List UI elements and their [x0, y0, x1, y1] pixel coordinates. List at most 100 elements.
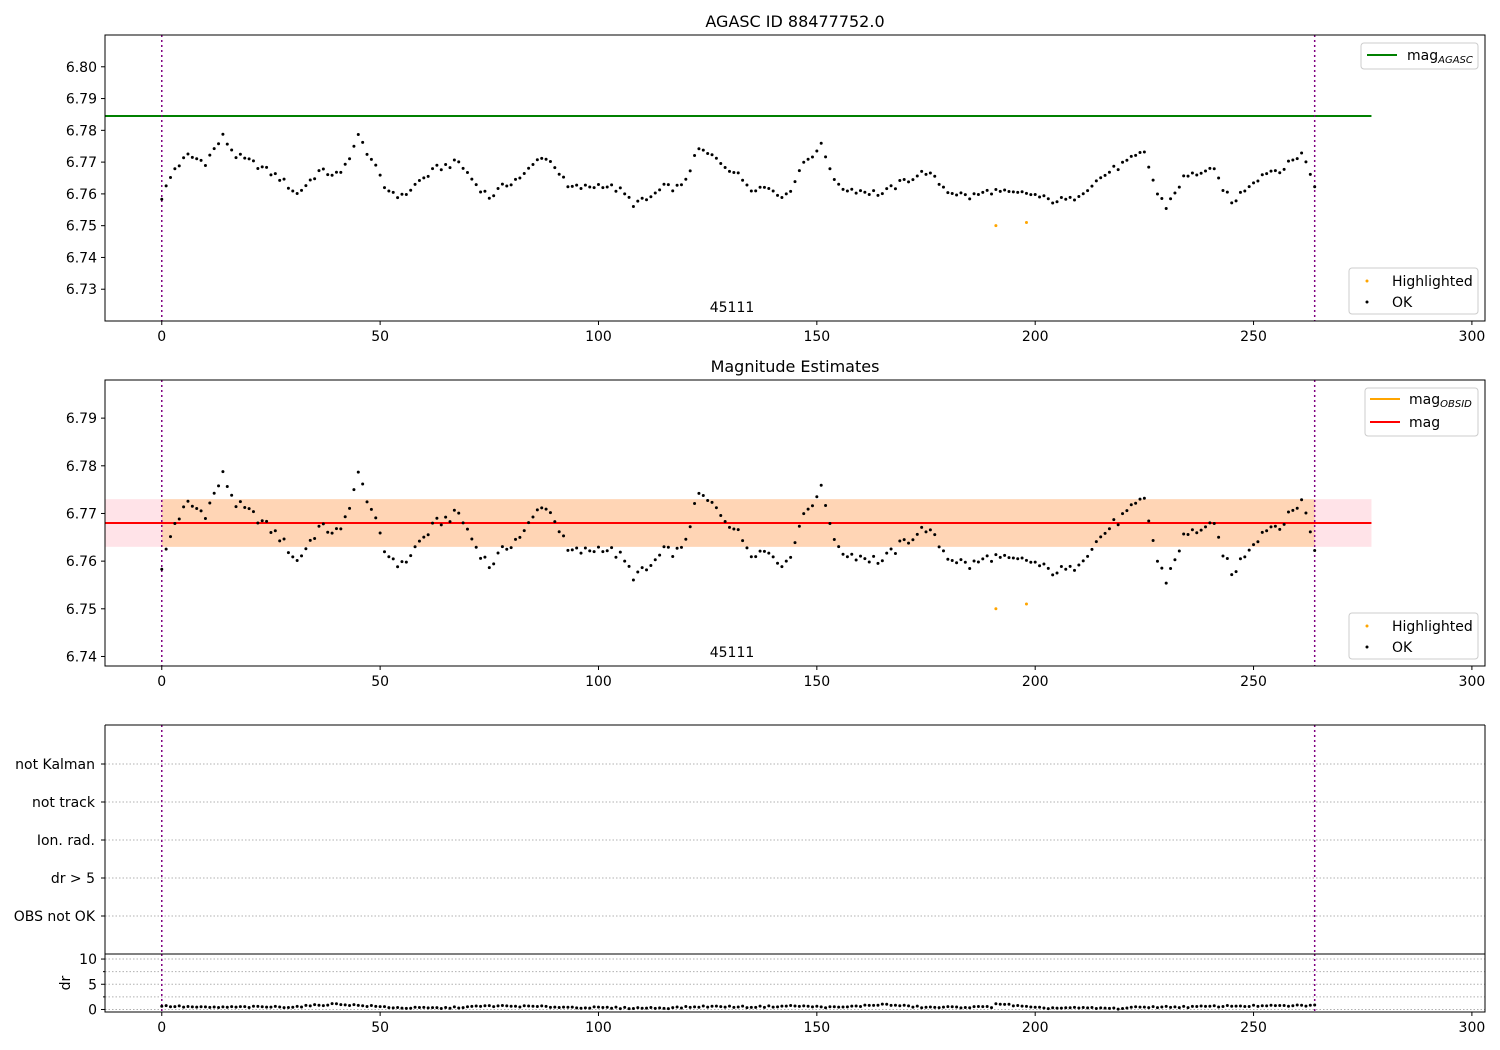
ok-point [575, 183, 579, 187]
dr-point [1164, 1004, 1168, 1008]
ok-point [1029, 193, 1033, 197]
dr-point [413, 1005, 417, 1009]
dr-point [470, 1004, 474, 1008]
ok-point [1064, 567, 1068, 571]
ok-point [867, 192, 871, 196]
ok-point [238, 500, 242, 504]
panel2-title: Magnitude Estimates [711, 357, 880, 376]
ok-point [562, 534, 566, 538]
dr-point [500, 1004, 504, 1008]
ok-point [1313, 549, 1317, 553]
ok-point [465, 171, 469, 175]
p1-ytick-label: 6.74 [66, 250, 97, 266]
ok-point [391, 190, 395, 194]
ok-point [348, 506, 352, 510]
ok-point [631, 204, 635, 208]
ok-point [968, 197, 972, 201]
ok-point [1160, 566, 1164, 570]
dr-point [754, 1005, 758, 1009]
dr-point [212, 1005, 216, 1009]
ok-point [1134, 501, 1138, 505]
dr-point [867, 1003, 871, 1007]
ok-point [797, 524, 801, 528]
ok-point [797, 169, 801, 173]
ok-point [1046, 197, 1050, 201]
dr-point [736, 1005, 740, 1009]
dr-point [719, 1005, 723, 1009]
ok-point [295, 191, 299, 195]
ok-point [832, 537, 836, 541]
agasc-panel: AGASC ID 88477752.0 0 50 100 150 200 250 300 6… [66, 12, 1486, 345]
ok-point [282, 537, 286, 541]
ok-point [435, 163, 439, 167]
dr-point [937, 1006, 941, 1010]
p1-ytick-label: 6.79 [66, 92, 97, 108]
ok-point [963, 193, 967, 197]
ok-point [1072, 198, 1076, 202]
ok-point [1208, 166, 1212, 170]
ok-point [1077, 563, 1081, 567]
ok-point [701, 148, 705, 152]
dr-point [557, 1006, 561, 1010]
dr-point [195, 1005, 199, 1009]
dr-point [1077, 1006, 1081, 1010]
ok-point [444, 515, 448, 519]
ok-point [212, 147, 216, 151]
ok-point [479, 556, 483, 560]
ok-point [378, 531, 382, 535]
ok-point [653, 191, 657, 195]
ok-point [662, 182, 666, 186]
ok-point [1020, 190, 1024, 194]
ok-point [802, 512, 806, 516]
dr-point [199, 1005, 203, 1009]
ok-point [819, 483, 823, 487]
ok-point [893, 552, 897, 556]
ok-point [1059, 195, 1063, 199]
ok-point [645, 198, 649, 202]
ok-point [631, 578, 635, 582]
ok-point [300, 188, 304, 192]
dr-point [1273, 1004, 1277, 1008]
dr-point [1195, 1005, 1199, 1009]
dr-point [701, 1004, 705, 1008]
ok-point [1173, 558, 1177, 562]
p2-xtick-label: 250 [1240, 674, 1267, 690]
dr-point [522, 1004, 526, 1008]
dr-point [400, 1006, 404, 1010]
ok-point [221, 132, 225, 136]
ok-point [1068, 564, 1072, 568]
ok-point [247, 507, 251, 511]
ok-point [570, 184, 574, 188]
ok-point [1260, 530, 1264, 534]
ok-point [308, 178, 312, 182]
ok-point [1064, 197, 1068, 201]
ok-point [369, 507, 373, 511]
ok-point [671, 189, 675, 193]
panel2-legend-top: magOBSID mag [1364, 387, 1479, 437]
ok-point [396, 565, 400, 569]
dr-point [269, 1005, 273, 1009]
ok-point [203, 163, 207, 167]
dr-point [160, 1004, 164, 1008]
legend2-ok: OK [1392, 640, 1413, 656]
ok-point [518, 176, 522, 180]
dr-point [474, 1004, 478, 1008]
dr-point [566, 1005, 570, 1009]
ok-point [1125, 158, 1129, 162]
ok-point [959, 558, 963, 562]
dr-point [1112, 1006, 1116, 1010]
ok-point [1256, 540, 1260, 544]
dr-point [234, 1005, 238, 1009]
ok-point [863, 190, 867, 194]
dr-point [1190, 1004, 1194, 1008]
dr-point [1094, 1007, 1098, 1011]
ok-point [789, 189, 793, 193]
dr-point [1011, 1004, 1015, 1008]
ok-point [238, 152, 242, 156]
ok-point [1103, 173, 1107, 177]
ok-point [824, 504, 828, 508]
flag-label: not track [32, 795, 96, 811]
p2-xtick-label: 50 [371, 674, 389, 690]
dr-point [610, 1006, 614, 1010]
dr-point [649, 1005, 653, 1009]
